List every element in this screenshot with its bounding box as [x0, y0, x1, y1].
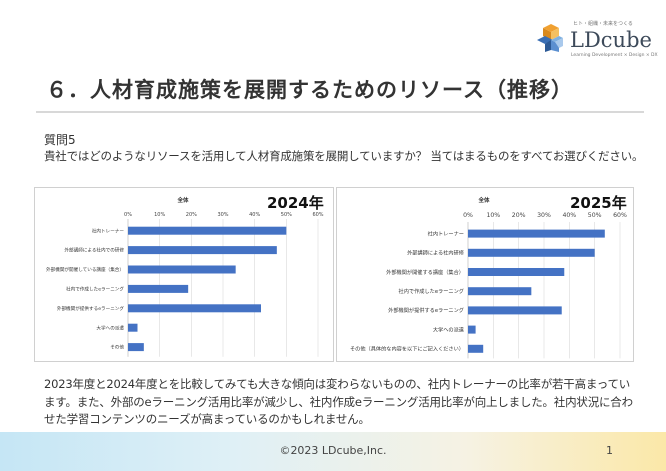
chart-2024: 全体 0% 10% 20% 30% 40% 50% 60% 社内トレーナー外部講師による社内での… — [46, 196, 324, 357]
bar — [128, 226, 287, 235]
chart-title: 全体 — [176, 196, 189, 204]
category-label: その他（具体的な内容を以下にご記入ください） — [350, 345, 464, 353]
tick-label: 40% — [249, 212, 260, 218]
tick-label: 60% — [613, 212, 627, 219]
page-number: 1 — [606, 444, 613, 457]
bar — [128, 343, 144, 352]
bar — [128, 323, 138, 332]
category-label: 外部講師による社内での研修 — [64, 247, 124, 254]
category-label: 社内で作成したeラーニング — [66, 286, 124, 293]
ldcube-logo: ヒト・組織・未来をつくる LDcube Learning Development… — [537, 18, 658, 62]
tick-label: 10% — [154, 212, 165, 218]
tick-label: 10% — [486, 212, 500, 219]
category-label: 大学への派遣 — [433, 325, 464, 333]
bar — [468, 268, 565, 276]
bar — [468, 325, 476, 334]
tick-label: 60% — [312, 212, 323, 218]
category-label: 外部機関が提供するeラーニング — [388, 306, 464, 314]
chart-panel-2024: 全体 0% 10% 20% 30% 40% 50% 60% 社内トレーナー外部講師による社内での… — [34, 187, 334, 362]
chart-year-label: 2024年 — [267, 194, 324, 212]
logo-name: LDcube — [570, 28, 652, 52]
title-divider — [36, 111, 644, 113]
tick-label: 20% — [186, 212, 197, 218]
tick-label: 40% — [562, 212, 576, 219]
bar — [468, 344, 484, 353]
bar — [468, 306, 562, 315]
chart-2025: 全体 0% 10% 20% 30% 40% 50% 60% 社内トレーナー外部講師による社内研修… — [350, 196, 627, 359]
category-label: 社内トレーナー — [428, 229, 464, 237]
tick-label: 50% — [588, 212, 602, 219]
cube-logo-icon — [537, 24, 563, 52]
category-label: 外部機関が開催している講座（集合） — [46, 266, 124, 273]
bar — [128, 246, 277, 255]
category-label: その他 — [110, 344, 124, 351]
tick-label: 20% — [512, 212, 526, 219]
category-label: 社内トレーナー — [92, 227, 125, 234]
tick-label: 0% — [124, 212, 132, 218]
bar — [128, 304, 261, 313]
chart-year-label: 2025年 — [570, 194, 627, 212]
page-title: ６．人材育成施策を展開するためのリソース（推移） — [46, 78, 573, 102]
category-label: 外部講師による社内研修 — [407, 249, 465, 257]
bar — [468, 248, 595, 257]
category-label: 外部機関が開催する講座（集合） — [386, 268, 464, 276]
bar — [128, 265, 236, 274]
tick-label: 30% — [217, 212, 228, 218]
question-number: 質問5 — [44, 133, 76, 147]
tick-label: 50% — [281, 212, 292, 218]
category-label: 外部機関が提供するeラーニング — [57, 305, 125, 312]
tick-label: 0% — [463, 212, 473, 219]
chart-title: 全体 — [477, 196, 490, 204]
chart-panel-2025: 全体 0% 10% 20% 30% 40% 50% 60% 社内トレーナー外部講師による社内研修… — [336, 187, 634, 362]
bar — [468, 287, 532, 296]
category-label: 社内で作成したeラーニング — [399, 287, 464, 295]
category-label: 大学への派遣 — [96, 324, 124, 331]
conclusion-text: 2023年度と2024年度とを比較してみても大きな傾向は変わらないものの、社内ト… — [44, 377, 633, 426]
logo-tagline: ヒト・組織・未来をつくる — [573, 21, 633, 27]
bar — [128, 284, 189, 293]
copyright: ©2023 LDcube,Inc. — [279, 444, 387, 457]
bar — [468, 229, 605, 238]
tick-label: 30% — [537, 212, 551, 219]
question-text: 貴社ではどのようなリソースを活用して人材育成施策を展開していますか？ 当てはまる… — [44, 149, 644, 163]
footer-band — [0, 432, 666, 471]
logo-subtitle: Learning Development × Design × DX — [571, 53, 658, 58]
